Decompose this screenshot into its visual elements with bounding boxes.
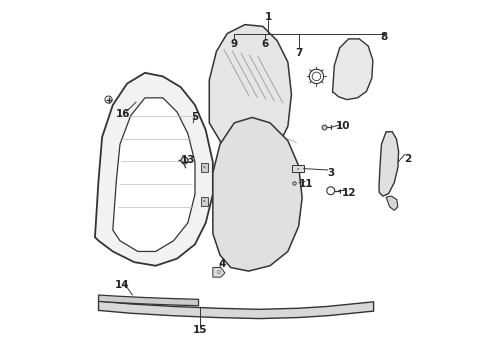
Text: o: o <box>203 199 205 203</box>
Polygon shape <box>213 267 225 277</box>
Text: 3: 3 <box>327 168 334 178</box>
Polygon shape <box>379 132 398 196</box>
Text: 5: 5 <box>192 112 198 122</box>
Text: o: o <box>296 167 299 171</box>
Polygon shape <box>333 39 373 100</box>
Polygon shape <box>98 295 198 306</box>
Polygon shape <box>209 24 292 160</box>
Polygon shape <box>113 98 195 251</box>
Text: 14: 14 <box>115 280 129 291</box>
Text: 2: 2 <box>404 154 411 163</box>
Polygon shape <box>95 73 213 266</box>
Polygon shape <box>213 117 302 271</box>
Polygon shape <box>386 196 398 210</box>
Text: 12: 12 <box>342 188 356 198</box>
Polygon shape <box>201 163 208 172</box>
Text: 10: 10 <box>336 121 350 131</box>
Text: 13: 13 <box>181 156 195 165</box>
Text: 8: 8 <box>381 32 388 42</box>
Text: 15: 15 <box>193 325 208 335</box>
Text: 11: 11 <box>298 179 313 189</box>
Polygon shape <box>292 165 304 172</box>
Polygon shape <box>201 197 208 206</box>
Text: 4: 4 <box>218 259 225 269</box>
Polygon shape <box>98 301 373 319</box>
Text: O: O <box>217 270 221 275</box>
Text: 16: 16 <box>116 109 131 119</box>
Text: 7: 7 <box>295 48 302 58</box>
Text: 6: 6 <box>261 39 268 49</box>
Text: 9: 9 <box>231 39 238 49</box>
Text: o: o <box>203 166 205 170</box>
Text: 1: 1 <box>265 13 272 22</box>
